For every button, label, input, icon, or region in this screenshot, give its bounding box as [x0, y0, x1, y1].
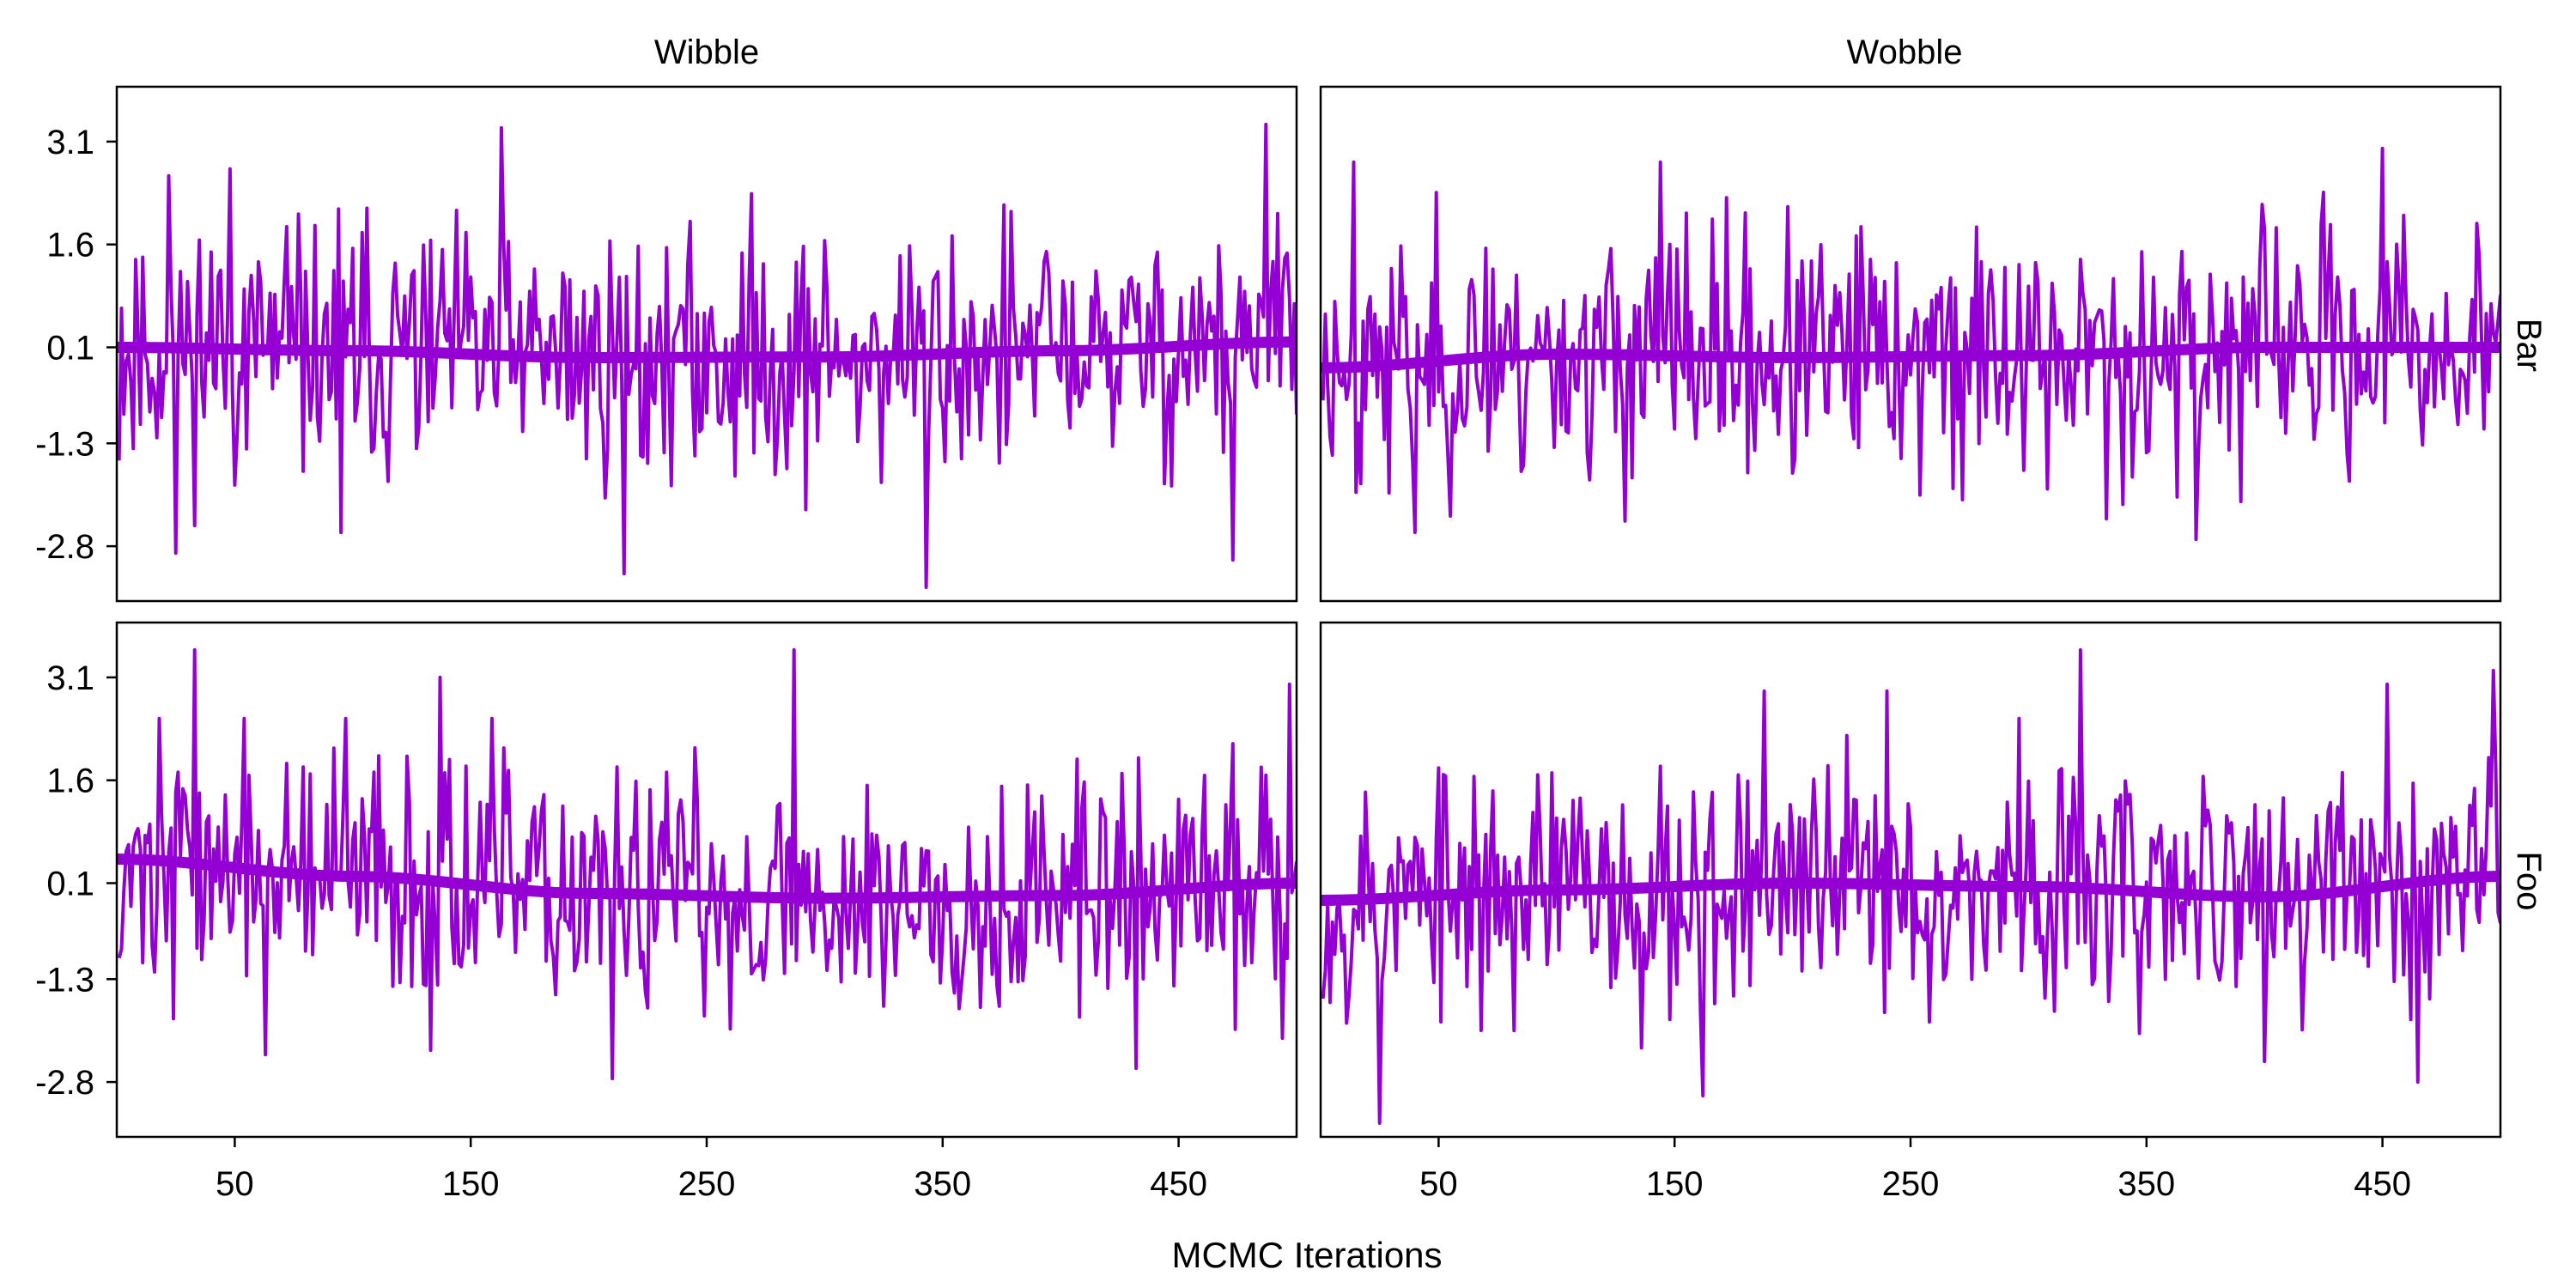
smooth-line-bar-wibble	[117, 336, 1297, 363]
y-tick-label-foo-wibble-3p1: 3.1	[46, 659, 94, 697]
smooth-line-bar-wobble	[1321, 342, 2500, 374]
x-tick-label-foo-wibble-350: 350	[914, 1165, 971, 1203]
panel-bar-wibble: 3.1 1.6 0.1 -1.3 -2.8	[35, 85, 1298, 603]
trace-line-foo-wobble	[1321, 647, 2500, 1125]
column-strip-wobble: Wobble	[1847, 33, 1963, 71]
x-axis-label: MCMC Iterations	[1171, 1235, 1442, 1275]
x-tick-label-foo-wibble-450: 450	[1150, 1165, 1207, 1203]
panel-frame-bar-wibble	[115, 85, 1298, 603]
x-tick-label-foo-wobble-150: 150	[1646, 1165, 1704, 1203]
x-tick-label-foo-wobble-350: 350	[2117, 1165, 2175, 1203]
x-tick-label-foo-wibble-50: 50	[216, 1165, 254, 1203]
x-tick-label-foo-wobble-50: 50	[1419, 1165, 1458, 1203]
panel-bar-wobble	[1319, 85, 2502, 603]
panel-foo-wibble: 3.1 1.6 0.1 -1.3 -2.8 50 150 250 350 450	[35, 621, 1298, 1203]
x-tick-label-foo-wibble-250: 250	[678, 1165, 736, 1203]
trace-line-foo-wibble	[117, 647, 1297, 1081]
y-tick-label-bar-wibble-1p6: 1.6	[46, 227, 94, 264]
smooth-line-foo-wibble	[117, 854, 1297, 904]
panel-frame-bar-wobble	[1319, 85, 2502, 603]
y-tick-label-bar-wibble-m2p8: -2.8	[35, 528, 94, 566]
y-tick-label-foo-wibble-m2p8: -2.8	[35, 1064, 94, 1102]
x-tick-label-foo-wobble-450: 450	[2354, 1165, 2411, 1203]
y-tick-label-bar-wibble-m1p3: -1.3	[35, 425, 94, 463]
y-tick-label-foo-wibble-0p1: 0.1	[46, 865, 94, 902]
smooth-line-foo-wobble	[1321, 871, 2500, 906]
x-tick-label-foo-wobble-250: 250	[1882, 1165, 1940, 1203]
y-tick-label-bar-wibble-0p1: 0.1	[46, 329, 94, 367]
panels-layer: 3.1 1.6 0.1 -1.3 -2.8 3.1 1.6 0.1 -1.3 -2.8 50 150 2…	[35, 85, 2502, 1203]
panel-foo-wobble: 50 150 250 350 450	[1319, 621, 2502, 1203]
y-tick-label-bar-wibble-3p1: 3.1	[46, 124, 94, 161]
row-strip-bar: Bar	[2510, 319, 2548, 372]
y-tick-label-foo-wibble-m1p3: -1.3	[35, 961, 94, 999]
row-strip-foo: Foo	[2510, 852, 2548, 911]
column-strip-wibble: Wibble	[654, 33, 759, 71]
y-tick-label-foo-wibble-1p6: 1.6	[46, 762, 94, 800]
x-tick-label-foo-wibble-150: 150	[442, 1165, 500, 1203]
